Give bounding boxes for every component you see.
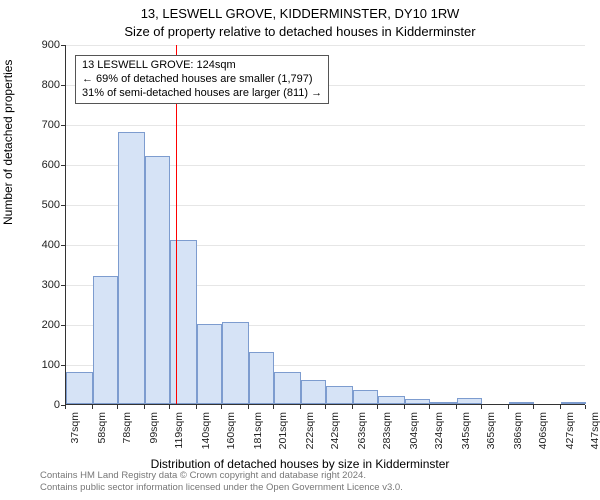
- histogram-bar: [430, 402, 457, 404]
- annotation-line3: 31% of semi-detached houses are larger (…: [82, 87, 322, 101]
- histogram-bar: [222, 322, 249, 404]
- histogram-bar: [197, 324, 222, 404]
- x-tick-mark: [352, 405, 353, 409]
- x-tick-label: 263sqm: [356, 412, 368, 456]
- histogram-bar: [66, 372, 93, 404]
- x-tick-label: 365sqm: [485, 412, 497, 456]
- y-tick-label: 500: [30, 199, 60, 211]
- y-tick-label: 300: [30, 279, 60, 291]
- histogram-bar: [457, 398, 482, 404]
- x-tick-label: 99sqm: [148, 412, 160, 456]
- y-tick-label: 800: [30, 79, 60, 91]
- x-tick-label: 283sqm: [381, 412, 393, 456]
- x-tick-mark: [404, 405, 405, 409]
- x-tick-mark: [508, 405, 509, 409]
- x-tick-mark: [533, 405, 534, 409]
- x-tick-label: 304sqm: [408, 412, 420, 456]
- histogram-bar: [378, 396, 405, 404]
- histogram-bar: [301, 380, 326, 404]
- footer-line2: Contains public sector information licen…: [40, 482, 403, 494]
- x-tick-mark: [92, 405, 93, 409]
- x-tick-mark: [169, 405, 170, 409]
- histogram-bar: [145, 156, 170, 404]
- y-tick-label: 700: [30, 119, 60, 131]
- y-tick-mark: [61, 85, 65, 86]
- y-tick-mark: [61, 125, 65, 126]
- y-axis-label: Number of detached properties: [1, 60, 15, 225]
- y-tick-mark: [61, 45, 65, 46]
- x-tick-label: 181sqm: [252, 412, 264, 456]
- x-tick-label: 37sqm: [69, 412, 81, 456]
- x-tick-label: 324sqm: [433, 412, 445, 456]
- y-tick-mark: [61, 205, 65, 206]
- histogram-bar: [249, 352, 274, 404]
- x-tick-mark: [325, 405, 326, 409]
- x-tick-mark: [144, 405, 145, 409]
- annotation-line1: 13 LESWELL GROVE: 124sqm: [82, 59, 322, 73]
- x-tick-mark: [481, 405, 482, 409]
- x-tick-mark: [560, 405, 561, 409]
- chart-subtitle: Size of property relative to detached ho…: [0, 24, 600, 39]
- y-tick-label: 100: [30, 359, 60, 371]
- histogram-bar: [405, 399, 430, 404]
- histogram-bar: [274, 372, 301, 404]
- x-axis-label: Distribution of detached houses by size …: [0, 457, 600, 471]
- histogram-bar: [509, 402, 534, 404]
- histogram-bar: [326, 386, 353, 404]
- y-tick-label: 400: [30, 239, 60, 251]
- x-tick-label: 222sqm: [304, 412, 316, 456]
- x-tick-label: 160sqm: [225, 412, 237, 456]
- y-tick-mark: [61, 245, 65, 246]
- histogram-bar: [170, 240, 197, 404]
- y-tick-label: 900: [30, 39, 60, 51]
- x-tick-label: 447sqm: [589, 412, 600, 456]
- y-tick-label: 0: [30, 399, 60, 411]
- x-tick-mark: [429, 405, 430, 409]
- y-tick-mark: [61, 165, 65, 166]
- histogram-bar: [93, 276, 118, 404]
- x-tick-mark: [377, 405, 378, 409]
- footer-line1: Contains HM Land Registry data © Crown c…: [40, 470, 403, 482]
- x-tick-mark: [585, 405, 586, 409]
- x-tick-label: 242sqm: [329, 412, 341, 456]
- x-tick-mark: [221, 405, 222, 409]
- x-tick-label: 427sqm: [564, 412, 576, 456]
- x-tick-mark: [248, 405, 249, 409]
- x-tick-mark: [65, 405, 66, 409]
- x-tick-label: 201sqm: [277, 412, 289, 456]
- gridline: [66, 45, 585, 46]
- x-tick-mark: [273, 405, 274, 409]
- x-tick-label: 78sqm: [121, 412, 133, 456]
- x-tick-label: 386sqm: [512, 412, 524, 456]
- y-tick-mark: [61, 285, 65, 286]
- chart-title-line1: 13, LESWELL GROVE, KIDDERMINSTER, DY10 1…: [0, 6, 600, 21]
- x-tick-mark: [196, 405, 197, 409]
- gridline: [66, 125, 585, 126]
- annotation-box: 13 LESWELL GROVE: 124sqm← 69% of detache…: [75, 55, 329, 104]
- histogram-bar: [561, 402, 586, 404]
- x-tick-mark: [300, 405, 301, 409]
- x-tick-label: 140sqm: [200, 412, 212, 456]
- x-tick-label: 58sqm: [96, 412, 108, 456]
- x-tick-mark: [117, 405, 118, 409]
- annotation-line2: ← 69% of detached houses are smaller (1,…: [82, 73, 322, 87]
- x-tick-label: 345sqm: [460, 412, 472, 456]
- histogram-bar: [118, 132, 145, 404]
- y-tick-mark: [61, 365, 65, 366]
- footer-attribution: Contains HM Land Registry data © Crown c…: [40, 470, 403, 494]
- y-tick-label: 200: [30, 319, 60, 331]
- histogram-bar: [353, 390, 378, 404]
- x-tick-label: 119sqm: [173, 412, 185, 456]
- y-tick-label: 600: [30, 159, 60, 171]
- y-tick-mark: [61, 325, 65, 326]
- x-tick-label: 406sqm: [537, 412, 549, 456]
- x-tick-mark: [456, 405, 457, 409]
